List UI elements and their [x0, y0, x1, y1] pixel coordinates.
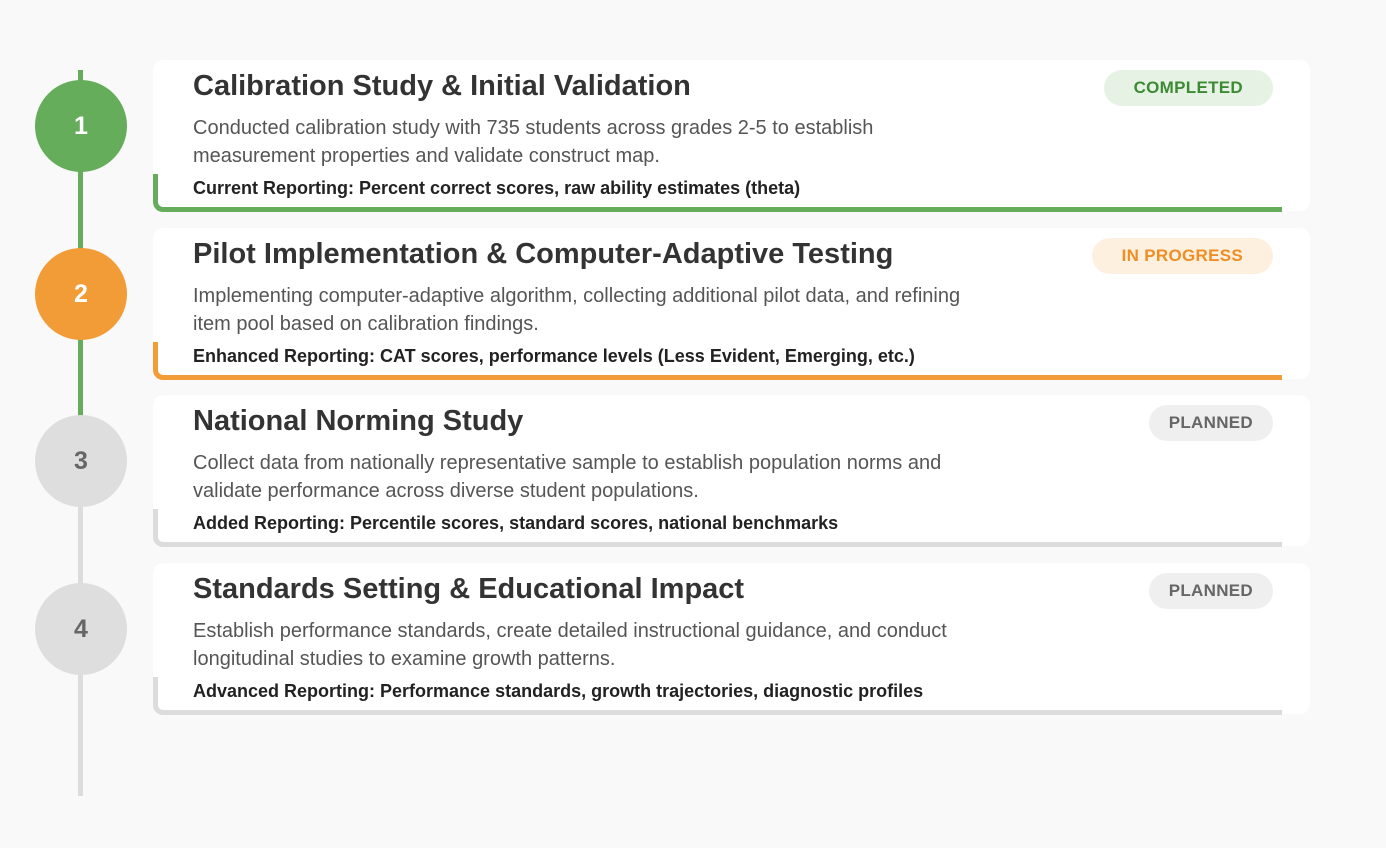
phase-2-status-badge: IN PROGRESS [1091, 238, 1273, 274]
phase-3-card: National Norming Study Collect data from… [153, 395, 1310, 547]
phase-2-title: Pilot Implementation & Computer-Adaptive… [193, 238, 894, 270]
phase-3-accent [153, 509, 1282, 547]
phase-4-accent [153, 677, 1282, 715]
phase-3-description: Collect data from nationally representat… [193, 452, 942, 502]
phase-1-status-badge: COMPLETED [1103, 70, 1273, 106]
phase-1-node: 1 [35, 80, 127, 172]
phase-1-description: Conducted calibration study with 735 stu… [193, 117, 874, 167]
phase-4-node: 4 [35, 583, 127, 675]
phase-2-reporting: Enhanced Reporting: CAT scores, performa… [193, 346, 915, 366]
phase-1-title: Calibration Study & Initial Validation [193, 70, 691, 102]
phase-3-title: National Norming Study [193, 405, 524, 437]
phase-4-card: Standards Setting & Educational Impact E… [153, 563, 1310, 715]
phase-3-node: 3 [35, 415, 127, 507]
phase-1-reporting: Current Reporting: Percent correct score… [193, 178, 801, 198]
phase-1-card: Calibration Study & Initial Validation C… [153, 60, 1310, 212]
phase-4-title: Standards Setting & Educational Impact [193, 573, 745, 605]
phase-2-description: Implementing computer-adaptive algorithm… [193, 285, 961, 335]
phase-2-card: Pilot Implementation & Computer-Adaptive… [153, 228, 1310, 380]
phase-4-reporting: Advanced Reporting: Performance standard… [193, 681, 924, 701]
phase-2-accent [153, 342, 1282, 380]
phase-4-status-badge: PLANNED [1148, 573, 1273, 609]
phase-2-node: 2 [35, 248, 127, 340]
phase-3-reporting: Added Reporting: Percentile scores, stan… [193, 513, 839, 533]
timeline-rail-completed [78, 70, 83, 416]
phase-4-description: Establish performance standards, create … [193, 620, 947, 670]
phase-1-accent [153, 174, 1282, 212]
phase-3-status-badge: PLANNED [1148, 405, 1273, 441]
